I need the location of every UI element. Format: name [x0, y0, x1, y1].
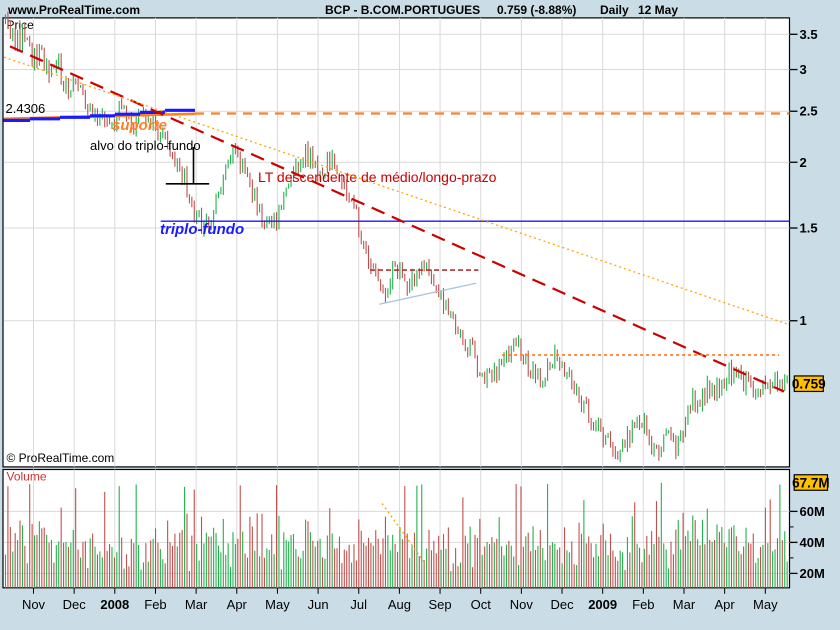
svg-text:2: 2	[800, 155, 807, 170]
svg-text:3: 3	[800, 62, 807, 77]
svg-text:Dec: Dec	[63, 597, 87, 612]
svg-text:Mar: Mar	[673, 597, 696, 612]
svg-text:Jul: Jul	[350, 597, 367, 612]
svg-text:Apr: Apr	[227, 597, 248, 612]
svg-text:20M: 20M	[800, 566, 825, 581]
svg-text:Oct: Oct	[471, 597, 492, 612]
svg-text:1: 1	[800, 313, 807, 328]
svg-text:suporte: suporte	[112, 117, 167, 134]
svg-text:1.5: 1.5	[800, 221, 818, 236]
svg-text:Nov: Nov	[510, 597, 534, 612]
svg-text:Apr: Apr	[715, 597, 736, 612]
svg-text:3.5: 3.5	[800, 27, 818, 42]
svg-text:Dec: Dec	[550, 597, 574, 612]
svg-text:60M: 60M	[800, 504, 825, 519]
svg-text:2009: 2009	[588, 597, 617, 612]
svg-text:Jun: Jun	[308, 597, 329, 612]
svg-text:67.7M: 67.7M	[792, 476, 830, 491]
svg-text:2.4306: 2.4306	[6, 101, 46, 116]
svg-text:Sep: Sep	[428, 597, 451, 612]
svg-text:alvo do triplo-fundo: alvo do triplo-fundo	[90, 138, 201, 153]
svg-text:2008: 2008	[100, 597, 129, 612]
svg-text:LT descendente de médio/longo-: LT descendente de médio/longo-prazo	[258, 169, 497, 185]
svg-text:40M: 40M	[800, 535, 825, 550]
svg-text:triplo-fundo: triplo-fundo	[160, 221, 244, 238]
svg-text:May: May	[753, 597, 778, 612]
svg-text:Nov: Nov	[22, 597, 46, 612]
svg-text:© ProRealTime.com: © ProRealTime.com	[7, 451, 115, 465]
svg-text:Feb: Feb	[144, 597, 166, 612]
svg-text:2.5: 2.5	[800, 104, 818, 119]
svg-text:Aug: Aug	[388, 597, 411, 612]
svg-text:Volume: Volume	[7, 470, 47, 484]
svg-text:Mar: Mar	[185, 597, 208, 612]
svg-text:May: May	[265, 597, 290, 612]
svg-text:0.759: 0.759	[792, 377, 826, 392]
svg-text:Feb: Feb	[632, 597, 654, 612]
